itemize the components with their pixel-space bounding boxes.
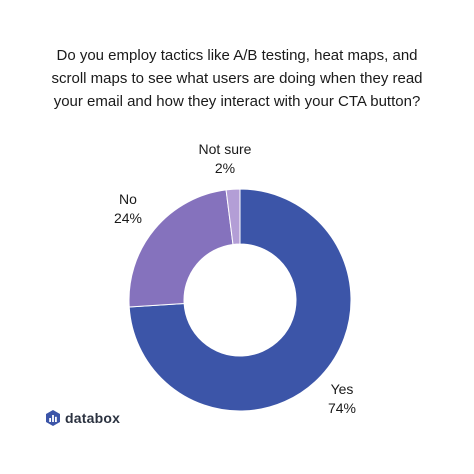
slice-no (128, 189, 234, 308)
slice-value-no: 24% (113, 210, 143, 226)
chart-title-line-3: your email and how they interact with yo… (53, 93, 421, 110)
chart-title: Do you employ tactics like A/B testing, … (0, 44, 474, 113)
slice-label-yes: Yes 74% (320, 380, 364, 418)
slice-name-yes: Yes (330, 381, 354, 397)
slice-label-not-sure: Not sure 2% (195, 140, 255, 178)
databox-brand: databox (46, 408, 120, 428)
slice-label-no: No 24% (106, 190, 150, 228)
databox-wordmark: databox (65, 410, 121, 426)
slice-value-not-sure: 2% (214, 160, 236, 176)
slice-name-no: No (119, 191, 137, 207)
chart-title-line-1: Do you employ tactics like A/B testing, … (56, 47, 418, 64)
slice-yes (128, 188, 352, 412)
databox-logo-icon (46, 410, 60, 426)
slice-value-yes: 74% (327, 400, 357, 416)
chart-title-line-2: scroll maps to see what users are doing … (51, 70, 423, 87)
slice-not-sure (225, 188, 241, 246)
slice-name-not-sure: Not sure (198, 141, 252, 157)
